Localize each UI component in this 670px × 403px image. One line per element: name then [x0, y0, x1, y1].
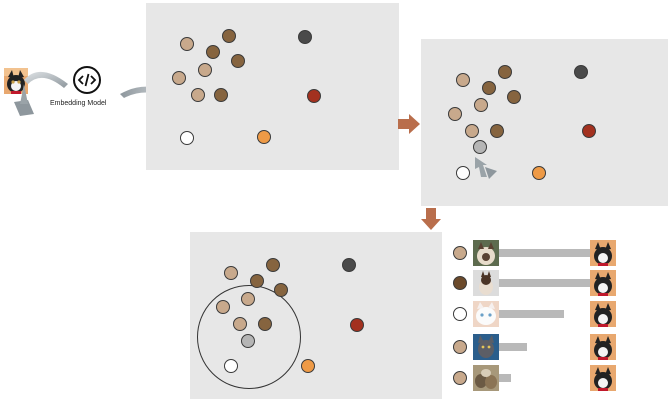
point-tan [448, 107, 462, 121]
similarity-bar [499, 374, 511, 382]
result-image-kittens [473, 365, 499, 391]
result-dot [453, 307, 467, 321]
point-brown [206, 45, 220, 59]
query-image-thumb [590, 301, 616, 327]
point-tan [465, 124, 479, 138]
result-dot [453, 340, 467, 354]
point-orange [532, 166, 546, 180]
input-arrow-icon [10, 60, 70, 125]
point-brown [214, 88, 228, 102]
result-image-blue-cat [473, 334, 499, 360]
result-dot [453, 371, 467, 385]
point-brown [507, 90, 521, 104]
point-red [350, 318, 364, 332]
embedding-model-icon [73, 66, 101, 94]
similarity-bar [499, 279, 592, 287]
point-brown [482, 81, 496, 95]
point-orange [301, 359, 315, 373]
result-image-white-cat [473, 301, 499, 327]
query-point [473, 140, 487, 154]
point-orange [257, 130, 271, 144]
similarity-bar [499, 310, 564, 318]
point-white [180, 131, 194, 145]
similarity-bar [499, 249, 592, 257]
nearest-neighbor-panel [190, 232, 442, 399]
result-dot [453, 246, 467, 260]
query-embedded-panel [421, 39, 668, 206]
search-radius-circle [197, 285, 301, 389]
point-tan [216, 300, 230, 314]
query-image-thumb [590, 334, 616, 360]
point-brown [258, 317, 272, 331]
point-dark-gray [342, 258, 356, 272]
result-dot [453, 276, 467, 290]
point-brown [274, 283, 288, 297]
step-arrow-right-icon [398, 114, 420, 139]
point-dark-gray [574, 65, 588, 79]
point-red [307, 89, 321, 103]
point-tan [224, 266, 238, 280]
point-tan [180, 37, 194, 51]
point-brown [490, 124, 504, 138]
embedding-space-panel [146, 3, 399, 170]
point-brown [250, 274, 264, 288]
point-tan [233, 317, 247, 331]
query-image-thumb [590, 365, 616, 391]
query-image-thumb [590, 270, 616, 296]
point-brown [222, 29, 236, 43]
point-tan [241, 292, 255, 306]
point-red [582, 124, 596, 138]
point-tan [474, 98, 488, 112]
result-image-siamese-standing [473, 270, 499, 296]
point-tan [456, 73, 470, 87]
query-image-thumb [590, 240, 616, 266]
result-image-siamese [473, 240, 499, 266]
point-brown [266, 258, 280, 272]
similarity-bar [499, 343, 527, 351]
point-brown [231, 54, 245, 68]
step-arrow-down-icon [421, 208, 441, 235]
point-tan [191, 88, 205, 102]
point-dark-gray [298, 30, 312, 44]
point-tan [172, 71, 186, 85]
embedding-model-label: Embedding Model [50, 100, 107, 107]
input-image [4, 68, 28, 94]
point-tan [198, 63, 212, 77]
point-white [456, 166, 470, 180]
point-brown [498, 65, 512, 79]
point-white [224, 359, 238, 373]
query-point [241, 334, 255, 348]
